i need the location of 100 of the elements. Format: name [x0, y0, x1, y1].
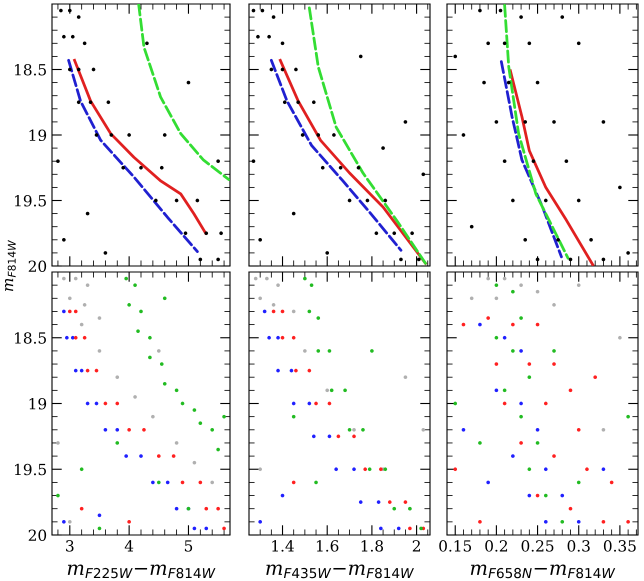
point	[502, 276, 506, 280]
point	[192, 460, 196, 465]
point	[139, 454, 143, 458]
point	[74, 276, 78, 280]
line-series	[137, 4, 230, 181]
point	[162, 296, 167, 300]
point	[366, 198, 370, 202]
line-series	[73, 58, 208, 235]
point	[196, 198, 200, 202]
point	[338, 166, 342, 170]
point	[328, 402, 332, 406]
point	[576, 428, 581, 432]
point	[162, 133, 167, 137]
point	[343, 388, 347, 392]
point	[602, 467, 606, 472]
point	[174, 506, 178, 511]
point	[98, 349, 102, 353]
point	[151, 414, 155, 418]
point	[62, 276, 66, 280]
point	[602, 120, 606, 124]
y-tick-label: 18.5	[14, 64, 46, 76]
point	[260, 8, 264, 12]
point	[166, 480, 170, 484]
point	[104, 251, 108, 255]
point	[486, 41, 490, 46]
point	[498, 8, 502, 12]
point	[180, 480, 184, 484]
point	[254, 276, 258, 280]
point	[404, 120, 408, 124]
point	[453, 54, 458, 58]
point	[276, 283, 280, 287]
point	[502, 402, 506, 406]
point	[314, 402, 318, 406]
y-tick-label: 19.5	[14, 194, 46, 207]
point	[62, 310, 66, 314]
point	[532, 159, 536, 164]
point	[156, 454, 161, 458]
point	[376, 500, 380, 504]
point	[352, 428, 356, 432]
point	[258, 238, 262, 242]
point	[536, 258, 540, 262]
point	[502, 159, 506, 164]
point	[399, 258, 403, 262]
point	[76, 100, 81, 104]
point	[593, 375, 598, 380]
point	[82, 41, 86, 46]
point	[127, 520, 131, 524]
point	[410, 231, 414, 236]
point	[307, 310, 312, 314]
point	[80, 506, 84, 511]
point	[316, 349, 320, 353]
x-tick-label: 4	[124, 540, 134, 552]
point	[453, 467, 458, 472]
point	[544, 494, 548, 498]
point	[98, 526, 102, 530]
point	[536, 494, 540, 498]
point	[494, 296, 498, 300]
point	[156, 349, 161, 353]
point	[361, 428, 365, 432]
point	[381, 146, 385, 150]
point	[462, 322, 466, 326]
point	[160, 362, 164, 366]
point	[184, 231, 188, 236]
point	[162, 382, 167, 386]
point	[86, 368, 90, 372]
point	[527, 362, 532, 366]
point	[325, 251, 330, 255]
point	[121, 166, 126, 170]
point	[94, 402, 98, 406]
point	[332, 133, 336, 137]
point	[280, 310, 284, 314]
point	[519, 414, 523, 418]
point	[519, 402, 523, 406]
point	[602, 428, 606, 432]
point	[86, 283, 90, 287]
point	[416, 258, 421, 262]
point	[292, 336, 296, 340]
point	[312, 100, 316, 104]
point	[56, 441, 60, 445]
point	[494, 120, 498, 124]
point	[316, 316, 320, 320]
point	[556, 238, 560, 242]
y-tick-label: 19.5	[14, 464, 46, 476]
point	[568, 388, 572, 392]
x-tick-label: 0.2	[485, 540, 508, 552]
point	[486, 276, 490, 280]
point	[502, 336, 506, 340]
point	[421, 428, 426, 432]
point	[136, 329, 140, 334]
point	[544, 198, 548, 202]
point	[392, 231, 396, 236]
point	[478, 520, 482, 524]
point	[292, 310, 296, 314]
point	[478, 322, 482, 326]
point	[180, 402, 184, 406]
point	[145, 41, 149, 46]
point	[56, 159, 60, 164]
point	[292, 480, 296, 484]
point	[133, 283, 137, 287]
y-tick-label: 19	[30, 398, 46, 410]
